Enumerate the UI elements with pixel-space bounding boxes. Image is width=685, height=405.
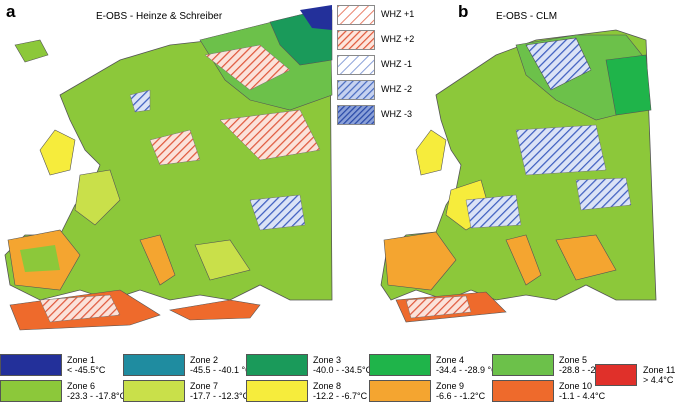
zone-region xyxy=(169,299,261,321)
zone-name: Zone 9 xyxy=(436,381,465,391)
zone-region xyxy=(605,54,652,116)
zone-text: Zone 6 -23.3 - -17.8°C xyxy=(67,381,126,401)
zone-swatch xyxy=(492,354,554,376)
whz-legend-item: WHZ -1 xyxy=(337,55,420,75)
panel-letter: b xyxy=(458,2,469,21)
zone-range: -12.2 - -6.7°C xyxy=(313,391,368,401)
zone-region xyxy=(139,234,176,286)
zone-region xyxy=(74,169,121,226)
zone-range: -28.8 - -23.4°C xyxy=(559,365,619,375)
whz-overlay xyxy=(405,295,472,319)
zone-text: Zone 3 -40.0 - -34.5°C xyxy=(313,355,372,375)
whz-overlay xyxy=(149,129,201,166)
zone-range: -1.1 - 4.4°C xyxy=(559,391,606,401)
whz-swatch xyxy=(337,55,375,75)
zone-region xyxy=(39,129,76,176)
zone-range: < -45.5°C xyxy=(67,365,106,375)
whz-overlay xyxy=(249,194,306,231)
zone-name: Zone 7 xyxy=(190,381,219,391)
whz-swatch xyxy=(337,80,375,100)
whz-overlay xyxy=(204,44,291,91)
whz-legend: WHZ +1 WHZ +2 WHZ -1 WHZ -2 WHZ -3 xyxy=(335,0,420,125)
whz-label: WHZ -3 xyxy=(381,109,412,119)
zone-name: Zone 3 xyxy=(313,355,342,365)
whz-legend-item: WHZ +1 xyxy=(337,5,420,25)
whz-swatch xyxy=(337,105,375,125)
zone-name: Zone 4 xyxy=(436,355,465,365)
zone-legend: Zone 1 < -45.5°C Zone 2 -45.5 - -40.1 °C… xyxy=(0,354,685,405)
whz-overlay xyxy=(575,177,632,211)
zone-name: Zone 5 xyxy=(559,355,588,365)
zone-text: Zone 8 -12.2 - -6.7°C xyxy=(313,381,367,401)
zone-swatch xyxy=(0,354,62,376)
zone-region xyxy=(20,245,60,272)
zone-text: Zone 9 -6.6 - -1.2°C xyxy=(436,381,485,401)
zone-name: Zone 2 xyxy=(190,355,219,365)
zone-swatch xyxy=(246,380,308,402)
zone-range: -6.6 - -1.2°C xyxy=(436,391,486,401)
zone-region xyxy=(505,234,542,286)
whz-label: WHZ +2 xyxy=(381,34,415,44)
island xyxy=(14,39,49,63)
zone-text: Zone 1 < -45.5°C xyxy=(67,355,105,375)
zone-region xyxy=(300,5,332,30)
zone-text: Zone 2 -45.5 - -40.1 °C xyxy=(190,355,252,375)
zone-range: -17.7 - -12.3°C xyxy=(190,391,250,401)
zone-region xyxy=(525,37,592,91)
whz-legend-item: WHZ -2 xyxy=(337,80,420,100)
whz-swatch xyxy=(337,30,375,50)
zone-swatch xyxy=(0,380,62,402)
zone-text: Zone 4 -34.4 - -28.9 °C xyxy=(436,355,498,375)
map-panel-b: b E-OBS - CLM xyxy=(376,0,685,335)
panel-title: E-OBS - Heinze & Schreiber xyxy=(96,11,223,22)
whz-overlay xyxy=(39,294,121,323)
zone-name: Zone 11 xyxy=(643,365,676,375)
panel-letter: a xyxy=(6,2,16,21)
zone-range: -34.4 - -28.9 °C xyxy=(436,365,498,375)
panel-title: E-OBS - CLM xyxy=(496,11,558,22)
whz-legend-item: WHZ -3 xyxy=(337,105,420,125)
zone-range: -23.3 - -17.8°C xyxy=(67,391,127,401)
zone-region xyxy=(194,239,251,281)
whz-legend-item: WHZ +2 xyxy=(337,30,420,50)
zone-region xyxy=(555,234,617,281)
whz-label: WHZ -1 xyxy=(381,59,412,69)
zone-swatch xyxy=(123,380,185,402)
zone-range: -45.5 - -40.1 °C xyxy=(190,365,252,375)
zone-text: Zone 7 -17.7 - -12.3°C xyxy=(190,381,249,401)
zone-name: Zone 1 xyxy=(67,355,96,365)
zone-name: Zone 6 xyxy=(67,381,96,391)
whz-overlay xyxy=(465,194,522,229)
map-panel-a: a E-OBS - Heinze & Schreiber xyxy=(0,0,335,335)
zone-region xyxy=(383,231,457,291)
zone-text: Zone 5 -28.8 - -23.4°C xyxy=(559,355,618,375)
europe-map-a xyxy=(4,5,333,331)
zone-swatch xyxy=(492,380,554,402)
zone-region xyxy=(415,129,447,176)
zone-name: Zone 8 xyxy=(313,381,342,391)
zone-swatch xyxy=(246,354,308,376)
whz-overlay xyxy=(129,89,151,113)
zone-swatch xyxy=(369,354,431,376)
whz-label: WHZ +1 xyxy=(381,9,415,19)
zone-name: Zone 10 xyxy=(559,381,593,391)
zone-swatch xyxy=(123,354,185,376)
europe-map-b xyxy=(380,29,657,323)
zone-text: Zone 11 > 4.4°C xyxy=(643,365,675,385)
whz-swatch xyxy=(337,5,375,25)
zone-text: Zone 10 -1.1 - 4.4°C xyxy=(559,381,605,401)
whz-overlay xyxy=(219,109,321,161)
whz-label: WHZ -2 xyxy=(381,84,412,94)
zone-swatch xyxy=(595,364,637,386)
whz-overlay xyxy=(515,124,607,176)
zone-range: -40.0 - -34.5°C xyxy=(313,365,373,375)
zone-swatch xyxy=(369,380,431,402)
zone-range: > 4.4°C xyxy=(643,375,674,385)
